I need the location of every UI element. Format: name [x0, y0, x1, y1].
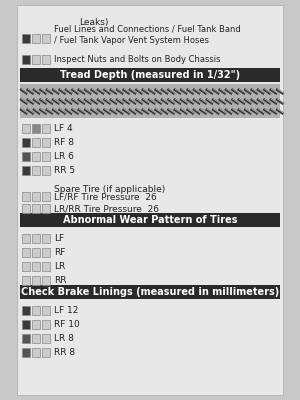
Text: LR/RR Tire Pressure  26: LR/RR Tire Pressure 26 [54, 204, 159, 213]
Bar [22, 234, 30, 243]
Bar [42, 204, 50, 213]
Bar [22, 55, 30, 64]
Bar [22, 166, 30, 175]
Bar [32, 262, 40, 271]
Text: RR 5: RR 5 [54, 166, 75, 175]
Bar [42, 248, 50, 257]
Text: Tread Depth (measured in 1/32"): Tread Depth (measured in 1/32") [60, 70, 240, 80]
Bar [22, 152, 30, 161]
Text: LR 8: LR 8 [54, 334, 74, 343]
Bar [32, 348, 40, 357]
Bar [22, 124, 30, 133]
Bar [42, 348, 50, 357]
Bar [32, 124, 40, 133]
Bar [22, 138, 30, 147]
Text: Fuel Lines and Connections / Fuel Tank Band
/ Fuel Tank Vapor Vent System Hoses: Fuel Lines and Connections / Fuel Tank B… [54, 25, 241, 45]
Text: LF 12: LF 12 [54, 306, 78, 315]
Text: Abnormal Wear Pattern of Tires: Abnormal Wear Pattern of Tires [63, 215, 237, 225]
Bar [32, 34, 40, 43]
Bar [32, 204, 40, 213]
Text: Inspect Nuts and Bolts on Body Chassis: Inspect Nuts and Bolts on Body Chassis [54, 54, 220, 64]
Bar [42, 138, 50, 147]
Bar [32, 152, 40, 161]
Bar [22, 276, 30, 285]
Bar [22, 348, 30, 357]
Text: Check Brake Linings (measured in millimeters): Check Brake Linings (measured in millime… [21, 287, 279, 297]
Bar [42, 152, 50, 161]
Bar [42, 262, 50, 271]
Bar [42, 334, 50, 343]
Bar [22, 192, 30, 201]
Bar [32, 234, 40, 243]
Bar [20, 84, 280, 118]
Bar [32, 166, 40, 175]
Bar [20, 285, 280, 299]
Bar [42, 320, 50, 329]
Text: Spare Tire (if applicable): Spare Tire (if applicable) [54, 184, 165, 194]
Bar [22, 262, 30, 271]
Bar [42, 276, 50, 285]
Bar [20, 68, 280, 82]
Bar [32, 276, 40, 285]
Bar [22, 306, 30, 315]
Bar [42, 34, 50, 43]
Text: RF 8: RF 8 [54, 138, 74, 147]
Bar [32, 192, 40, 201]
Bar [22, 34, 30, 43]
Text: LF 4: LF 4 [54, 124, 73, 133]
Bar [32, 306, 40, 315]
Bar [42, 55, 50, 64]
Bar [32, 248, 40, 257]
Bar [32, 334, 40, 343]
Bar [32, 138, 40, 147]
Bar [22, 334, 30, 343]
Bar [22, 320, 30, 329]
Bar [42, 124, 50, 133]
Text: RF: RF [54, 248, 65, 257]
Text: Leaks): Leaks) [79, 18, 108, 26]
Text: RR 8: RR 8 [54, 348, 75, 357]
Bar [42, 306, 50, 315]
Bar [42, 166, 50, 175]
Text: RF 10: RF 10 [54, 320, 80, 329]
Bar [42, 234, 50, 243]
Text: LF/RF Tire Pressure  26: LF/RF Tire Pressure 26 [54, 192, 157, 201]
Text: LF: LF [54, 234, 64, 243]
Bar [32, 55, 40, 64]
Bar [22, 204, 30, 213]
Text: LR: LR [54, 262, 65, 271]
Bar [42, 192, 50, 201]
Bar [22, 248, 30, 257]
Bar [20, 213, 280, 227]
Bar [32, 320, 40, 329]
Text: RR: RR [54, 276, 67, 285]
Text: LR 6: LR 6 [54, 152, 74, 161]
